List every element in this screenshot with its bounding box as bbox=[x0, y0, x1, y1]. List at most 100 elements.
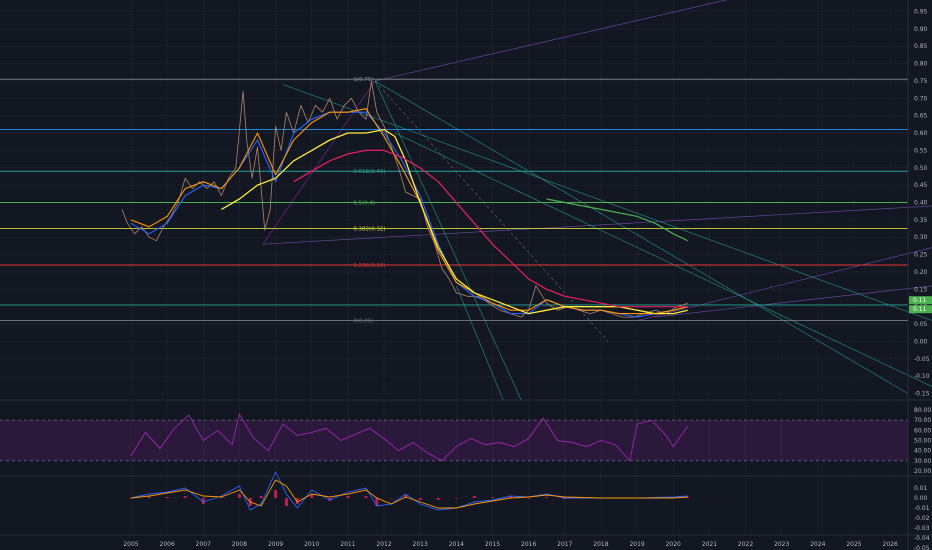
y-tick-label: 0.30 bbox=[914, 234, 928, 241]
macd-histogram-bar bbox=[201, 498, 205, 504]
macd-histogram-bar bbox=[389, 498, 393, 499]
fib-level-label: 0.236(0.22) bbox=[353, 263, 385, 269]
macd-histogram-bar bbox=[295, 498, 299, 504]
macd-histogram-bar bbox=[472, 496, 476, 498]
rsi-tick-label: 50.00 bbox=[914, 438, 931, 445]
macd-histogram-bar bbox=[183, 496, 187, 498]
series-signal bbox=[130, 479, 688, 509]
macd-histogram-bar bbox=[129, 498, 133, 499]
macd-histogram-bar bbox=[284, 498, 288, 506]
macd-tick-label: -0.04 bbox=[914, 535, 930, 542]
fib-level-label: 0(0.06) bbox=[353, 319, 373, 325]
x-tick-label: 2009 bbox=[268, 541, 283, 548]
price-badge bbox=[909, 305, 932, 314]
macd-histogram-bar bbox=[219, 497, 223, 498]
y-tick-label: 0.35 bbox=[914, 217, 928, 224]
series-rsi bbox=[130, 412, 689, 462]
macd-histogram-bar bbox=[671, 497, 675, 498]
macd-histogram-bar bbox=[418, 498, 422, 500]
macd-histogram-bar bbox=[404, 495, 408, 498]
x-tick-label: 2026 bbox=[883, 541, 898, 548]
y-tick-label: 0.45 bbox=[914, 182, 928, 189]
x-tick-label: 2007 bbox=[196, 541, 211, 548]
rsi-tick-label: 60.00 bbox=[914, 427, 931, 434]
trend-line bbox=[374, 80, 609, 342]
trend-line bbox=[374, 0, 728, 82]
series-ma-green bbox=[546, 198, 688, 242]
x-tick-label: 2012 bbox=[376, 541, 391, 548]
x-tick-label: 2006 bbox=[160, 541, 175, 548]
price-badge-label: 0.11 bbox=[913, 306, 927, 313]
x-tick-label: 2024 bbox=[810, 541, 825, 548]
rsi-band-fill bbox=[0, 420, 908, 461]
fib-level-label: 0.5(0.4) bbox=[353, 201, 375, 207]
trend-line bbox=[262, 205, 932, 245]
rsi-tick-label: 20.00 bbox=[914, 468, 931, 475]
fib-level-label: 1(0.75) bbox=[353, 77, 373, 83]
y-tick-label: 0.05 bbox=[914, 321, 928, 328]
y-tick-label: 0.90 bbox=[914, 26, 928, 33]
x-tick-label: 2011 bbox=[340, 541, 355, 548]
y-tick-label: 0.95 bbox=[914, 9, 928, 16]
trend-line bbox=[374, 80, 522, 401]
y-tick-label: 0.00 bbox=[914, 338, 928, 345]
macd-histogram-bar bbox=[259, 496, 263, 498]
x-tick-label: 2019 bbox=[629, 541, 644, 548]
fib-level-label: 0.618(0.49) bbox=[353, 169, 385, 175]
x-tick-label: 2025 bbox=[846, 541, 861, 548]
price-badge-label: 0.11 bbox=[913, 297, 927, 304]
x-tick-label: 2020 bbox=[666, 541, 681, 548]
trend-line bbox=[655, 285, 932, 318]
x-tick-label: 2013 bbox=[413, 541, 428, 548]
x-tick-label: 2016 bbox=[521, 541, 536, 548]
price-badge bbox=[909, 296, 932, 305]
trend-line bbox=[637, 247, 932, 321]
macd-histogram-bar bbox=[274, 490, 278, 498]
x-tick-label: 2023 bbox=[774, 541, 789, 548]
macd-histogram-bar bbox=[310, 494, 314, 498]
rsi-tick-label: 80.00 bbox=[914, 407, 931, 414]
macd-histogram-bar bbox=[237, 494, 241, 498]
series-price bbox=[121, 80, 688, 318]
y-tick-label: 0.15 bbox=[914, 286, 928, 293]
macd-histogram-bar bbox=[165, 497, 169, 498]
series-ma-long bbox=[293, 149, 688, 308]
trend-line bbox=[374, 80, 909, 394]
y-tick-label: -0.15 bbox=[914, 391, 930, 398]
y-tick-label: 0.20 bbox=[914, 269, 928, 276]
macd-histogram-bar bbox=[563, 498, 567, 499]
x-tick-label: 2018 bbox=[593, 541, 608, 548]
x-tick-label: 2014 bbox=[449, 541, 464, 548]
y-tick-label: 0.55 bbox=[914, 147, 928, 154]
rsi-panel: 80.00 70.00 60.00 50.00 40.00 30.00 20.00 bbox=[0, 407, 931, 475]
price-series bbox=[121, 80, 688, 318]
x-tick-label: 2005 bbox=[123, 541, 138, 548]
series-ma-mid bbox=[130, 108, 688, 315]
fib-level-label: 0.382(0.32) bbox=[353, 227, 385, 233]
y-tick-label: -0.10 bbox=[914, 373, 930, 380]
y-tick-label: 0.85 bbox=[914, 43, 928, 50]
y-tick-label: 0.60 bbox=[914, 130, 928, 137]
macd-tick-label: -0.01 bbox=[914, 505, 930, 512]
y-tick-label: 0.50 bbox=[914, 165, 928, 172]
macd-tick-label: 0.01 bbox=[914, 485, 928, 492]
y-tick-label: 0.65 bbox=[914, 113, 928, 120]
grid bbox=[0, 0, 908, 535]
macd-histogram-bar bbox=[375, 498, 379, 506]
macd-histogram-bar bbox=[491, 497, 494, 498]
y-tick-label: 0.75 bbox=[914, 78, 928, 85]
y-tick-label: 0.70 bbox=[914, 95, 928, 102]
macd-tick-label: -0.02 bbox=[914, 515, 930, 522]
macd-panel: 0.01 0.00 -0.01 -0.02 -0.03 -0.04 -0.05 bbox=[129, 470, 930, 550]
x-tick-label: 2017 bbox=[557, 541, 572, 548]
trend-line bbox=[394, 132, 932, 387]
series-macd bbox=[130, 470, 688, 511]
macd-tick-label: 0.00 bbox=[914, 495, 928, 502]
macd-histogram-bar bbox=[346, 496, 350, 498]
x-tick-label: 2015 bbox=[485, 541, 500, 548]
fib-levels: 1(0.75) 0.618(0.49) 0.5(0.4) 0.382(0.32) 0.2… bbox=[0, 77, 908, 325]
macd-histogram-bar bbox=[527, 498, 531, 499]
macd-histogram-bar bbox=[436, 498, 440, 500]
